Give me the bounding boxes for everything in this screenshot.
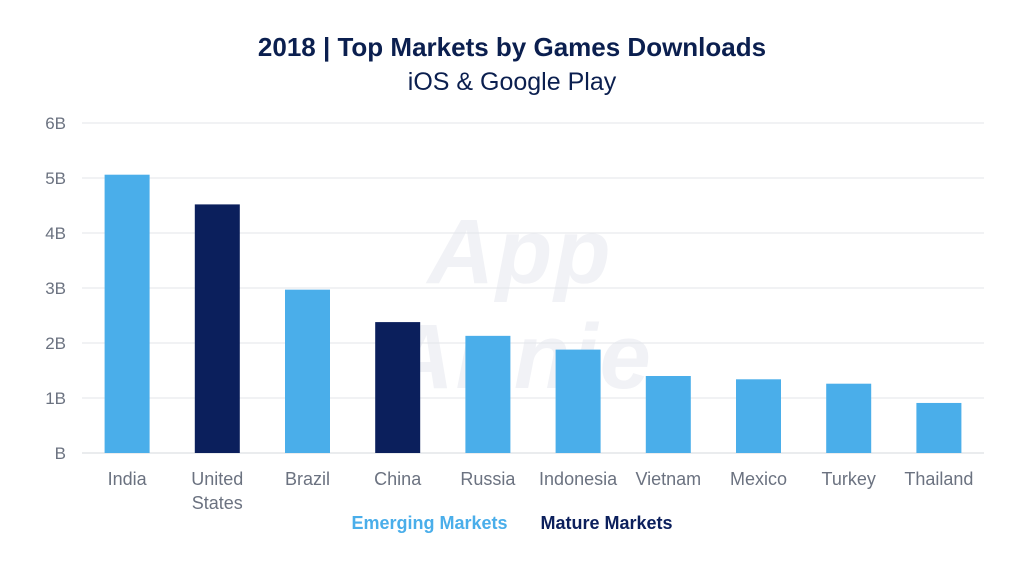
bar-turkey <box>826 383 872 453</box>
legend: Emerging Markets Mature Markets <box>0 513 1024 534</box>
bar-russia <box>465 335 511 453</box>
bar-india <box>104 174 150 453</box>
y-tick-label: 6B <box>45 114 66 133</box>
bar-brazil <box>285 289 330 453</box>
bar-indonesia <box>555 349 601 453</box>
y-tick-label: 5B <box>45 169 66 188</box>
x-tick-label: Vietnam <box>635 469 701 489</box>
y-tick-label: 1B <box>45 389 66 408</box>
x-tick-label: Russia <box>460 469 516 489</box>
chart-title: 2018 | Top Markets by Games Downloads <box>257 32 767 62</box>
x-tick-label: Thailand <box>904 469 973 489</box>
x-tick-label: China <box>374 469 422 489</box>
y-axis-ticks: B 1B 2B 3B 4B 5B 6B <box>45 114 66 463</box>
x-tick-label: Brazil <box>285 469 330 489</box>
x-tick-label: Indonesia <box>539 469 618 489</box>
x-tick-label: India <box>108 469 148 489</box>
watermark-logo: App Annie <box>387 201 653 408</box>
x-tick-label: United States <box>191 469 243 513</box>
bar-thailand <box>916 402 962 453</box>
y-tick-label: 2B <box>45 334 66 353</box>
x-tick-label: Mexico <box>730 469 787 489</box>
y-tick-label: 3B <box>45 279 66 298</box>
bar-china <box>375 322 421 453</box>
x-axis-ticks: India United States Brazil China Russia Indone… <box>108 469 974 513</box>
bar-united-states <box>194 204 240 453</box>
x-tick-label: Turkey <box>822 469 876 489</box>
legend-item-mature: Mature Markets <box>540 513 673 533</box>
bar-mexico <box>736 379 781 453</box>
bars <box>104 174 962 453</box>
legend-item-emerging: Emerging Markets <box>351 513 508 533</box>
y-tick-label: B <box>55 444 66 463</box>
bar-vietnam <box>645 376 691 453</box>
chart-subtitle: iOS & Google Play <box>407 68 617 96</box>
y-tick-label: 4B <box>45 224 66 243</box>
